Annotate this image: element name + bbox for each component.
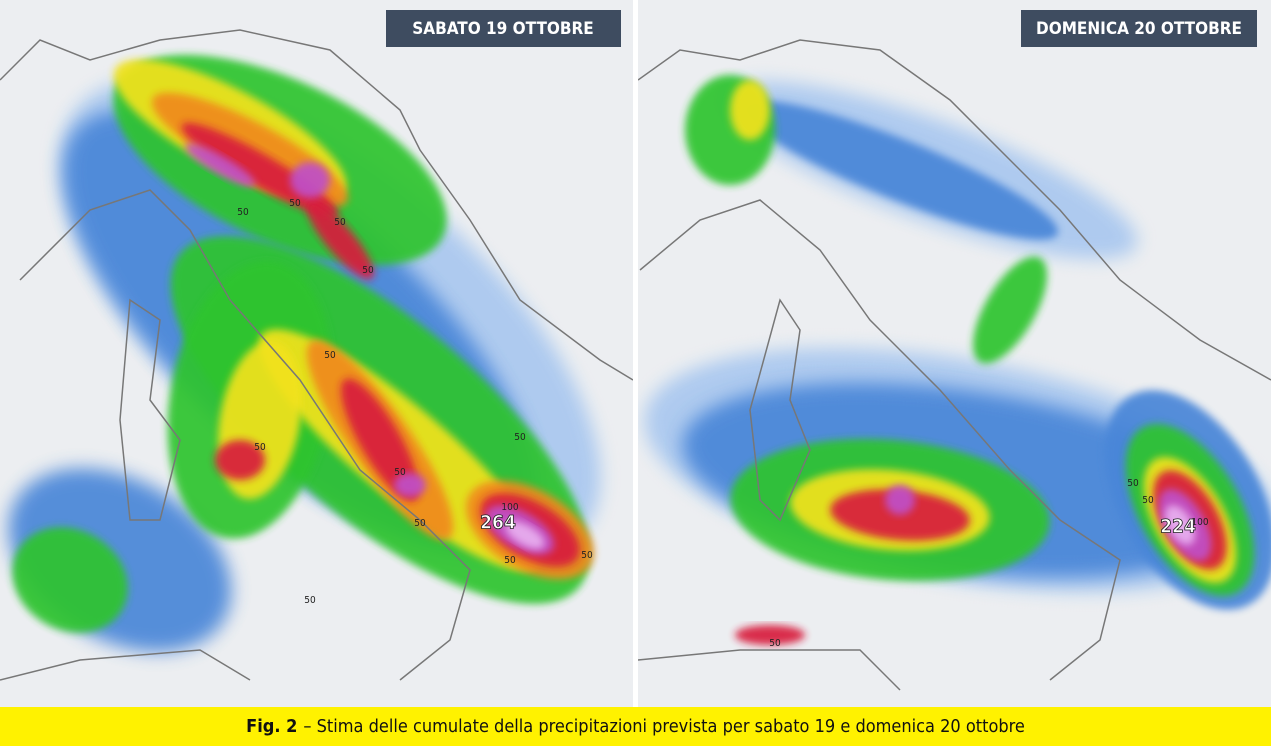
contour-label: 50 <box>769 638 781 649</box>
title-box <box>386 10 621 47</box>
precipitation-area <box>730 80 770 140</box>
panel-title: SABATO 19 OTTOBRE <box>412 19 594 39</box>
coastline <box>638 39 1271 691</box>
contour-label: 100 <box>1191 517 1208 528</box>
contour-label: 50 <box>581 550 593 561</box>
contour-label: 50 <box>237 207 249 218</box>
contour-label: 50 <box>324 350 336 361</box>
precipitation-area <box>306 200 374 280</box>
precipitation-area <box>885 485 915 515</box>
title-box <box>1021 10 1257 47</box>
contour-label: 50 <box>362 265 374 276</box>
contour-label: 50 <box>304 595 316 606</box>
precipitation-area <box>340 378 420 502</box>
contour-label: 50 <box>289 198 301 209</box>
coastline <box>0 29 633 681</box>
precipitation-area <box>12 527 128 633</box>
contour-label: 50 <box>514 432 526 443</box>
contour-label: 50 <box>1127 478 1139 489</box>
precipitation-area <box>973 256 1047 364</box>
caption-text: – Stima delle cumulate della precipitazi… <box>303 716 1025 737</box>
figure-number: Fig. 2 <box>246 716 298 737</box>
contour-label: 50 <box>254 442 266 453</box>
contour-label: 50 <box>1142 495 1154 506</box>
peak-label: 224 <box>1160 516 1196 538</box>
caption: Fig. 2 – Stima delle cumulate della prec… <box>0 707 1271 746</box>
contour-label: 100 <box>501 502 518 513</box>
panel-title: DOMENICA 20 OTTOBRE <box>1036 19 1242 39</box>
contour-label: 50 <box>414 518 426 529</box>
precipitation-area <box>290 162 330 198</box>
contour-label: 50 <box>334 217 346 228</box>
precipitation-area <box>735 625 805 645</box>
precipitation-area <box>1164 505 1196 545</box>
precipitation-area <box>185 143 255 187</box>
precipitation-area <box>215 440 265 480</box>
precipitation-area <box>741 100 1059 240</box>
peak-label: 264 <box>480 512 516 534</box>
precipitation-area <box>394 473 426 497</box>
contour-label: 50 <box>394 467 406 478</box>
contour-label: 50 <box>504 555 516 566</box>
precipitation-area <box>505 521 545 549</box>
